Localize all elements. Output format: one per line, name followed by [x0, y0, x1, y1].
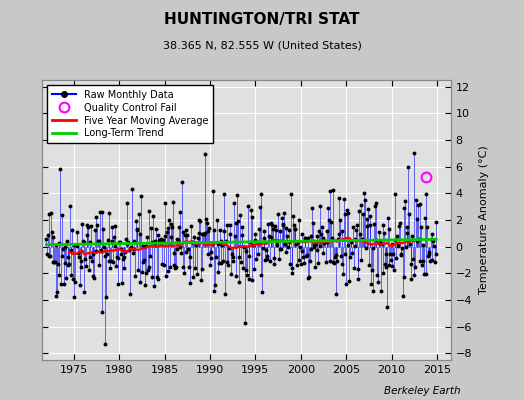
Text: HUNTINGTON/TRI STAT: HUNTINGTON/TRI STAT	[164, 12, 360, 27]
Text: Berkeley Earth: Berkeley Earth	[385, 386, 461, 396]
Text: 38.365 N, 82.555 W (United States): 38.365 N, 82.555 W (United States)	[162, 40, 362, 50]
Y-axis label: Temperature Anomaly (°C): Temperature Anomaly (°C)	[479, 146, 489, 294]
Legend: Raw Monthly Data, Quality Control Fail, Five Year Moving Average, Long-Term Tren: Raw Monthly Data, Quality Control Fail, …	[47, 85, 213, 143]
